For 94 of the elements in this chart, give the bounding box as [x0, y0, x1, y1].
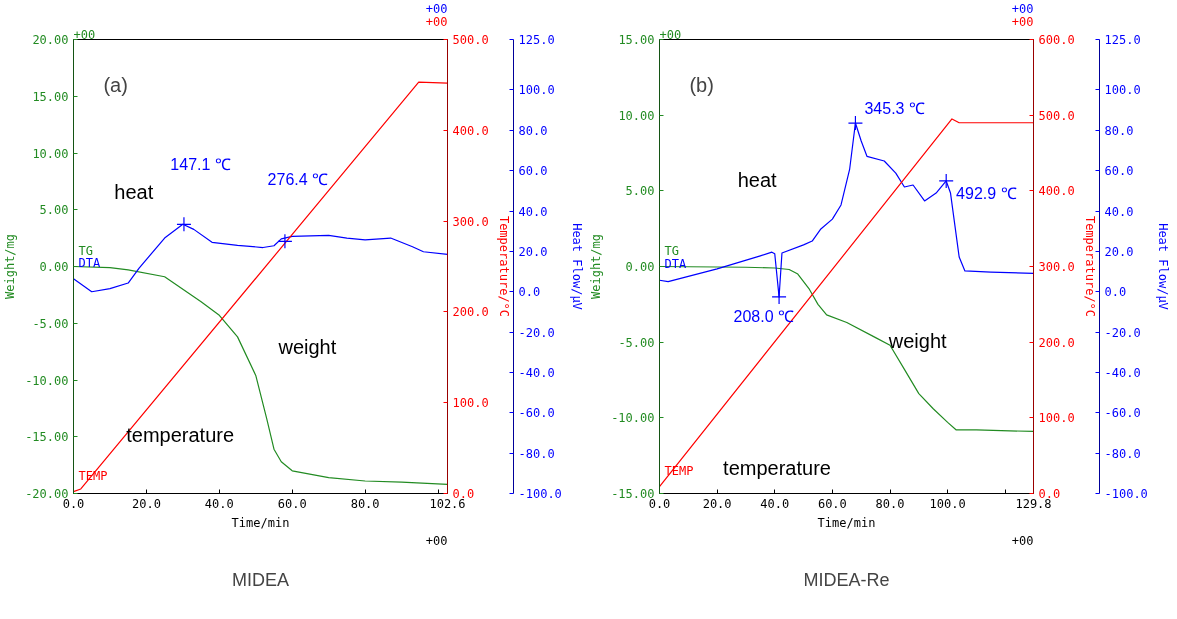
text: (a) — [103, 73, 128, 96]
y-tick-label: 5.00 — [625, 184, 655, 199]
y3-tick-label: 100.0 — [518, 83, 555, 98]
text: MIDEA-Re — [803, 570, 890, 590]
y3-tick-label: 0.0 — [518, 285, 541, 300]
y2-tick-label: 500.0 — [452, 33, 489, 47]
y3-tick-label: -100.0 — [518, 487, 562, 501]
x-tick-label: 80.0 — [875, 496, 905, 511]
y-axis-title: Weight/mg — [589, 233, 604, 300]
y-tick-label: 15.00 — [618, 33, 655, 47]
y3-tick-label: 80.0 — [518, 123, 548, 138]
y3-tick-label: -40.0 — [518, 365, 555, 380]
y-tick-label: 15.00 — [32, 89, 69, 104]
y2-tick-label: 400.0 — [1038, 184, 1075, 199]
y3-tick-label: -20.0 — [518, 325, 555, 340]
y3-tick-label: 0.0 — [1104, 285, 1127, 300]
y-axis-title: Weight/mg — [3, 233, 18, 300]
text: +00 — [425, 1, 448, 16]
text: +00 — [1011, 533, 1034, 548]
y3-tick-label: 60.0 — [1104, 164, 1134, 179]
y2-tick-label: 500.0 — [1038, 108, 1075, 123]
annotation: 276.4 ℃ — [267, 170, 329, 188]
y3-tick-label: -80.0 — [518, 446, 555, 461]
y3-tick-label: 125.0 — [1104, 33, 1141, 47]
text: (b) — [689, 73, 714, 96]
x-tick-label: 60.0 — [817, 496, 847, 511]
annotation: weight — [887, 329, 948, 352]
y2-tick-label: 100.0 — [452, 396, 489, 411]
annotation: 147.1 ℃ — [170, 155, 231, 173]
series-label: DTA — [78, 255, 101, 270]
annotation: +00 — [73, 27, 96, 42]
y2-tick-label: 100.0 — [1038, 411, 1075, 426]
y3-tick-label: 125.0 — [518, 33, 555, 47]
text: +00 — [425, 533, 448, 548]
annotation: heat — [737, 168, 778, 191]
y-tick-label: 0.00 — [625, 260, 655, 274]
y3-tick-label: 40.0 — [1104, 204, 1134, 219]
text: MIDEA — [232, 570, 290, 590]
annotation: +00 — [659, 27, 682, 42]
annotation: temperature — [126, 424, 235, 447]
x-axis-title: Time/min — [817, 515, 876, 530]
series-label: TG — [664, 243, 679, 258]
x-tick-label: 40.0 — [760, 496, 790, 511]
y2-axis-title: Temperature/°C — [1082, 215, 1097, 318]
series-label: TG — [78, 243, 93, 258]
y2-tick-label: 200.0 — [1038, 335, 1075, 350]
text: +00 — [425, 14, 448, 29]
annotation: weight — [277, 336, 337, 359]
y3-tick-label: -60.0 — [518, 406, 555, 421]
y3-axis-title: Heat Flow/μV — [1155, 223, 1170, 310]
y3-tick-label: -100.0 — [1104, 487, 1148, 501]
y3-tick-label: 60.0 — [518, 164, 548, 179]
y3-tick-label: 100.0 — [1104, 83, 1141, 98]
x-tick-label: 80.0 — [350, 496, 380, 511]
y2-tick-label: 300.0 — [1038, 260, 1075, 274]
y-tick-label: 10.00 — [32, 146, 69, 161]
y-tick-label: -5.00 — [618, 335, 655, 350]
point — [938, 173, 954, 189]
x-tick-label: 60.0 — [277, 496, 307, 511]
y-tick-label: 10.00 — [618, 108, 655, 123]
x-tick-label: 100.0 — [929, 496, 966, 511]
y3-tick-label: -20.0 — [1104, 325, 1141, 340]
y3-tick-label: -80.0 — [1104, 446, 1141, 461]
y3-tick-label: 40.0 — [518, 204, 548, 219]
text: +00 — [1011, 1, 1034, 16]
y-tick-label: 20.00 — [32, 33, 69, 47]
y2-axis-title: Temperature/°C — [496, 215, 511, 318]
y3-tick-label: 80.0 — [1104, 123, 1134, 138]
y3-tick-label: -60.0 — [1104, 406, 1141, 421]
text: +00 — [1011, 14, 1034, 29]
annotation: 208.0 ℃ — [733, 308, 795, 326]
annotation: heat — [114, 180, 154, 203]
y3-axis-title: Heat Flow/μV — [569, 223, 584, 310]
y-tick-label: -10.00 — [25, 373, 69, 388]
y-tick-label: 5.00 — [39, 203, 69, 218]
y2-tick-label: 300.0 — [452, 214, 489, 229]
y3-tick-label: 20.0 — [1104, 244, 1134, 259]
y2-tick-label: 600.0 — [1038, 33, 1075, 47]
y2-tick-label: 400.0 — [452, 123, 489, 138]
x-axis-title: Time/min — [231, 515, 290, 530]
y3-tick-label: -40.0 — [1104, 365, 1141, 380]
y2-tick-label: 200.0 — [452, 305, 489, 320]
y-tick-label: -5.00 — [32, 316, 69, 331]
x-tick-label: 20.0 — [131, 496, 161, 511]
annotation: 345.3 ℃ — [864, 100, 925, 118]
y-tick-label: -10.00 — [611, 411, 655, 426]
y-tick-label: -15.00 — [25, 430, 69, 445]
x-tick-label: 20.0 — [702, 496, 732, 511]
annotation: 492.9 ℃ — [956, 185, 1017, 203]
y3-tick-label: 20.0 — [518, 244, 548, 259]
point — [847, 115, 864, 131]
annotation: temperature — [723, 457, 831, 480]
x-tick-label: 40.0 — [204, 496, 234, 511]
y-tick-label: 0.00 — [39, 260, 69, 274]
